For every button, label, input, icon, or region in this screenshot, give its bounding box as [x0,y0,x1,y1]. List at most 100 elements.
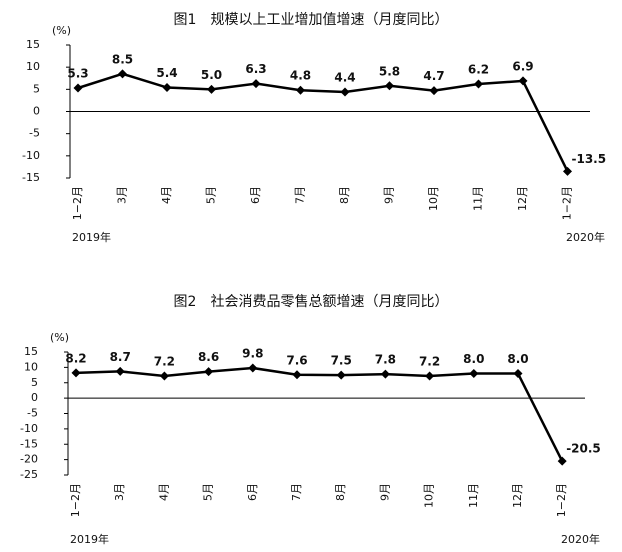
x-tick-label: 8月 [338,186,351,204]
marker [292,370,302,380]
line [77,72,569,172]
line [75,366,564,462]
y-tick-label: -15 [20,437,38,450]
chart-title: 图2 社会消费品零售总额增速（月度同比） [174,294,449,310]
data-label: 7.2 [154,354,175,368]
y-tick-label: -25 [20,468,38,481]
marker [207,84,216,94]
y-tick-label: -15 [22,171,40,184]
marker [336,370,346,380]
x-tick-label: 11月 [467,483,480,508]
marker [340,87,350,97]
x-tick-label: 9月 [378,483,391,501]
data-label: 5.4 [156,66,177,80]
y-tick-label: -20 [20,453,38,466]
x-tick-label: 5月 [205,186,218,204]
data-label: 8.0 [507,352,528,366]
x-tick-label: 8月 [334,483,347,501]
y-tick-label: 5 [33,82,40,95]
marker [429,86,439,96]
y-tick-label: -10 [20,422,38,435]
marker [118,69,127,79]
x-tick-label: 9月 [383,186,396,204]
data-label: 7.2 [419,354,440,368]
x-tick-label: 6月 [249,186,262,204]
annotation: 2019年 [72,230,111,244]
data-label: -20.5 [566,442,601,456]
x-tick-label: 10月 [427,186,440,211]
marker [513,369,523,379]
y-tick-label: -5 [29,127,40,140]
marker [159,371,169,381]
chart-title: 图1 规模以上工业增加值增速（月度同比） [174,12,449,28]
annotation: 2020年 [561,532,600,546]
data-label: 8.6 [198,350,219,364]
data-label: 4.8 [290,69,311,83]
y-tick-label: 0 [33,105,40,118]
y-tick-label: 15 [24,345,38,358]
x-tick-label: 1−2月 [561,186,574,220]
x-tick-label: 12月 [511,483,524,508]
y-tick-label: 10 [24,360,38,373]
annotation: 2019年 [70,532,109,546]
y-tick-label: 5 [31,376,38,389]
marker [380,369,390,379]
x-tick-label: 5月 [202,483,215,501]
data-label: 6.9 [512,59,533,73]
marker [385,81,394,91]
y-tick-label: -10 [22,149,40,162]
x-tick-label: 12月 [516,186,529,211]
y-tick-label: 0 [31,391,38,404]
x-tick-label: 6月 [246,483,259,501]
marker [563,166,572,176]
x-tick-label: 1−2月 [69,483,82,517]
data-label: 6.2 [468,63,489,77]
marker [115,366,125,376]
data-label: 9.8 [242,346,263,360]
x-tick-label: 4月 [160,186,173,204]
x-tick-label: 1−2月 [555,483,568,517]
data-label: 4.7 [423,69,444,83]
data-label: 8.5 [112,52,133,66]
data-label: 6.3 [245,62,266,76]
data-label: -13.5 [572,152,607,166]
y-axis-label: (%) [50,331,69,344]
y-tick-label: -5 [27,407,38,420]
x-tick-label: 4月 [157,483,170,501]
data-label: 8.0 [463,352,484,366]
marker [518,76,528,86]
marker [469,369,479,379]
marker [248,363,258,373]
x-tick-label: 7月 [290,483,303,501]
marker [474,79,483,89]
y-axis-label: (%) [52,24,71,37]
data-label: 7.6 [286,353,307,367]
y-tick-label: 10 [26,60,40,73]
marker [73,83,83,93]
data-label: 5.8 [379,64,400,78]
x-tick-label: 11月 [472,186,485,211]
annotation: 2020年 [566,230,605,244]
marker [425,371,435,381]
x-tick-label: 3月 [116,186,129,204]
x-tick-label: 7月 [294,186,307,204]
data-label: 8.2 [65,351,86,365]
marker [251,79,261,89]
data-label: 4.4 [334,70,355,84]
x-tick-label: 10月 [423,483,436,508]
marker [296,85,305,95]
data-label: 5.0 [201,68,222,82]
x-tick-label: 3月 [113,483,126,501]
x-tick-label: 1−2月 [71,186,84,220]
data-label: 7.5 [331,354,352,368]
marker [204,367,214,377]
marker [162,83,172,93]
marker [557,456,567,466]
marker [71,368,81,378]
data-label: 8.7 [110,350,131,364]
y-tick-label: 15 [26,38,40,51]
data-label: 7.8 [375,353,396,367]
data-label: 5.3 [67,67,88,81]
